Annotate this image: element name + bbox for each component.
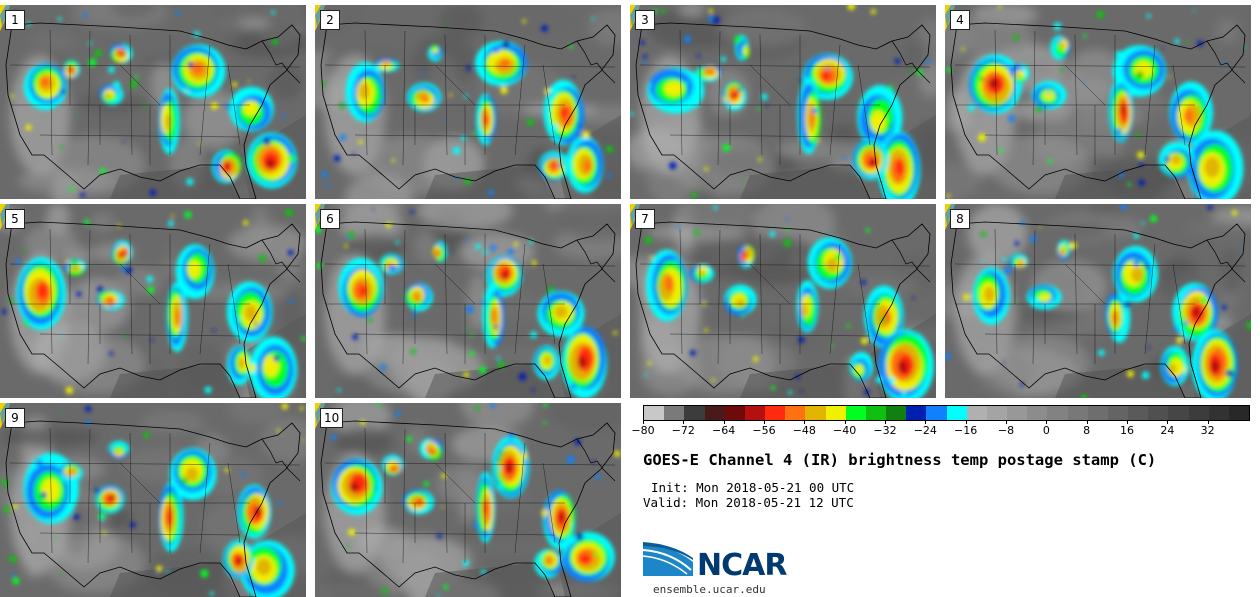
member-panel-9: 9 — [0, 403, 306, 597]
colorbar-tick-label: −72 — [671, 424, 695, 437]
member-number-label: 4 — [950, 10, 970, 30]
colorbar-tick-label: −56 — [752, 424, 776, 437]
colorbar-bin — [684, 406, 705, 420]
ir-map — [630, 204, 936, 398]
colorbar-bin — [926, 406, 947, 420]
colorbar-tick-mark — [925, 420, 927, 424]
colorbar-tick-mark — [1046, 420, 1048, 424]
colorbar-tick-mark — [844, 420, 846, 424]
colorbar-tick-label: −64 — [712, 424, 736, 437]
colorbar-bin — [946, 406, 967, 420]
member-panel-3: 3 — [630, 5, 936, 199]
site-url: ensemble.ucar.edu — [653, 583, 766, 596]
member-number-label: 10 — [320, 408, 344, 428]
member-number-label: 8 — [950, 209, 970, 229]
colorbar-tick-label: 0 — [1042, 424, 1050, 437]
colorbar-bin — [644, 406, 665, 420]
member-panel-2: 2 — [315, 5, 621, 199]
member-panel-7: 7 — [630, 204, 936, 398]
member-panel-8: 8 — [945, 204, 1251, 398]
colorbar-bin — [1087, 406, 1108, 420]
colorbar-bin — [906, 406, 927, 420]
colorbar-bin — [1107, 406, 1129, 420]
colorbar-tick-mark — [885, 420, 886, 424]
colorbar-bin — [966, 406, 987, 420]
member-panel-5: 5 — [0, 204, 306, 398]
colorbar-bin — [986, 406, 1008, 420]
member-number-label: 6 — [320, 209, 340, 229]
ir-map — [315, 403, 621, 597]
ir-map — [315, 5, 621, 199]
colorbar-tick-mark — [1127, 420, 1128, 424]
colorbar-bin — [1228, 406, 1250, 420]
ir-map — [630, 5, 936, 199]
ir-map — [0, 403, 306, 597]
member-panel-4: 4 — [945, 5, 1251, 199]
colorbar-bin — [744, 406, 766, 420]
colorbar-tick-mark — [804, 420, 806, 424]
colorbar-tick-label: −24 — [913, 424, 937, 437]
member-number-label: 1 — [5, 10, 25, 30]
init-time: Init: Mon 2018-05-21 00 UTC — [651, 480, 855, 495]
colorbar-tick-label: 32 — [1200, 424, 1215, 437]
colorbar — [643, 405, 1250, 421]
ir-map — [0, 5, 306, 199]
member-panel-10: 10 — [315, 403, 621, 597]
colorbar-tick-label: 16 — [1120, 424, 1134, 437]
member-panel-1: 1 — [0, 5, 306, 199]
colorbar-bin — [1027, 406, 1048, 420]
colorbar-bin — [1188, 406, 1209, 420]
ncar-wordmark: NCAR — [697, 548, 787, 583]
colorbar-bin — [724, 406, 745, 420]
colorbar-bin — [785, 406, 806, 420]
colorbar-bin — [1007, 406, 1028, 420]
colorbar-bin — [664, 406, 685, 420]
colorbar-tick-mark — [965, 420, 967, 424]
colorbar-bin — [1168, 406, 1189, 420]
colorbar-bin — [765, 406, 786, 420]
colorbar-bin — [1208, 406, 1229, 420]
ir-map — [945, 204, 1251, 398]
colorbar-bin — [704, 406, 725, 420]
colorbar-bin — [886, 406, 907, 420]
member-panel-6: 6 — [315, 204, 621, 398]
colorbar-tick-mark — [683, 420, 685, 424]
product-title: GOES-E Channel 4 (IR) brightness temp po… — [643, 451, 1157, 469]
member-number-label: 5 — [5, 209, 25, 229]
ir-map — [0, 204, 306, 398]
colorbar-bin — [825, 406, 846, 420]
colorbar-bin — [805, 406, 826, 420]
colorbar-tick-label: 24 — [1160, 424, 1175, 437]
member-number-label: 9 — [5, 408, 25, 428]
colorbar-bin — [1047, 406, 1068, 420]
member-number-label: 3 — [635, 10, 655, 30]
colorbar-bin — [845, 406, 866, 420]
colorbar-tick-mark — [764, 420, 765, 424]
colorbar-tick-label: −32 — [873, 424, 897, 437]
colorbar-bin — [1128, 406, 1149, 420]
colorbar-tick-mark — [643, 420, 644, 424]
ir-map — [945, 5, 1251, 199]
member-number-label: 7 — [635, 209, 655, 229]
valid-time: Valid: Mon 2018-05-21 12 UTC — [643, 495, 854, 510]
colorbar-tick-mark — [1167, 420, 1169, 424]
colorbar-tick-label: −48 — [792, 424, 816, 437]
colorbar-tick-mark — [723, 420, 725, 424]
colorbar-tick-label: 8 — [1083, 424, 1091, 437]
colorbar-tick-label: −80 — [631, 424, 655, 437]
ir-map — [315, 204, 621, 398]
colorbar-tick-mark — [1006, 420, 1007, 424]
colorbar-bin — [865, 406, 887, 420]
ncar-logo-icon — [643, 542, 693, 576]
colorbar-bin — [1148, 406, 1169, 420]
colorbar-bin — [1067, 406, 1088, 420]
member-number-label: 2 — [320, 10, 340, 30]
colorbar-tick-label: −16 — [954, 424, 978, 437]
colorbar-tick-label: −40 — [833, 424, 857, 437]
colorbar-tick-mark — [1207, 420, 1209, 424]
colorbar-tick-label: −8 — [997, 424, 1015, 437]
colorbar-tick-mark — [1086, 420, 1088, 424]
